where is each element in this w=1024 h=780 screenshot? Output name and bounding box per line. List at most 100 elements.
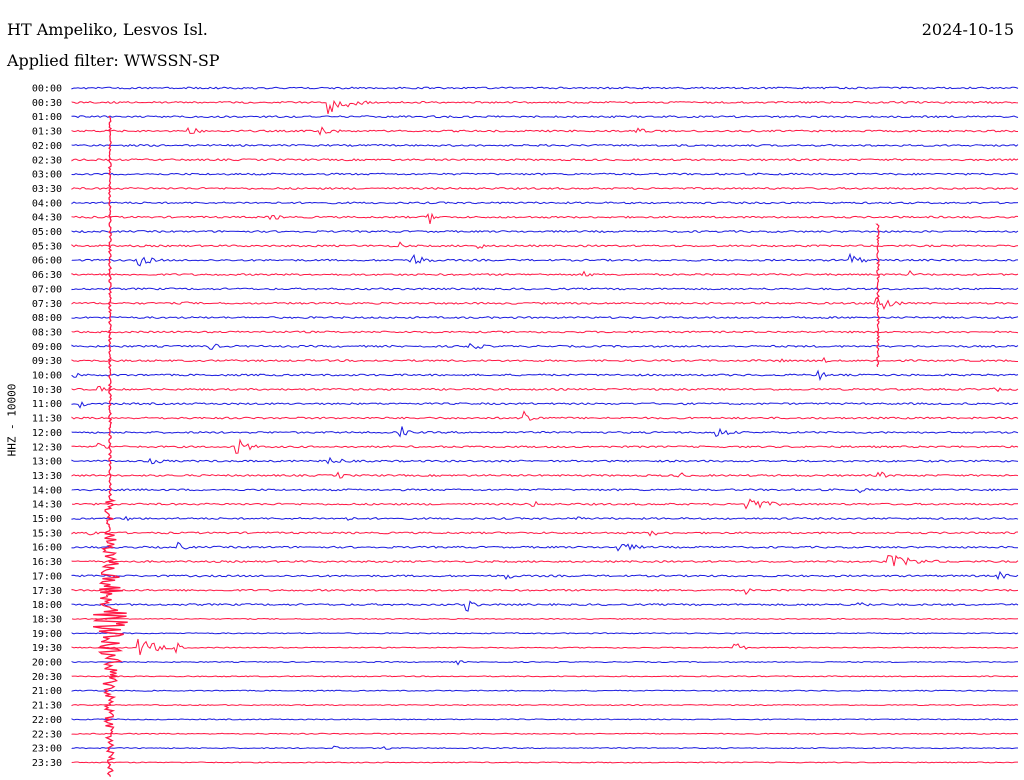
time-tick-label: 10:30 [32, 385, 62, 396]
time-tick-label: 23:30 [32, 758, 62, 769]
time-tick-label: 11:00 [32, 399, 62, 410]
time-tick-label: 03:00 [32, 170, 62, 181]
trace-line [71, 660, 1019, 666]
time-tick-label: 11:30 [32, 414, 62, 425]
trace-line [71, 369, 1019, 381]
time-tick-label: 20:00 [32, 658, 62, 669]
time-tick-label: 16:00 [32, 543, 62, 554]
time-tick-label: 05:30 [32, 241, 62, 252]
trace-line [71, 689, 1019, 692]
time-tick-label: 04:00 [32, 198, 62, 209]
large-event-trace [92, 116, 128, 777]
trace-line [71, 638, 1018, 656]
trace-line [71, 229, 1019, 234]
trace-line [71, 745, 1018, 750]
trace-line [71, 554, 1019, 567]
time-tick-label: 17:30 [32, 586, 62, 597]
time-tick-label: 02:00 [32, 141, 62, 152]
time-tick-label: 01:00 [32, 112, 62, 123]
time-tick-label: 06:30 [32, 270, 62, 281]
trace-line [71, 617, 1019, 620]
time-tick-label: 23:00 [32, 744, 62, 755]
trace-line [71, 632, 1019, 635]
time-tick-label: 09:00 [32, 342, 62, 353]
time-tick-label: 05:00 [32, 227, 62, 238]
time-tick-label: 14:30 [32, 500, 62, 511]
time-tick-label: 15:00 [32, 514, 62, 525]
trace-line [71, 426, 1019, 438]
time-tick-label: 10:00 [32, 371, 62, 382]
station-title: HT Ampeliko, Lesvos Isl. [7, 20, 208, 39]
trace-line [71, 471, 1019, 479]
trace-line [71, 297, 1019, 311]
time-tick-label: 21:30 [32, 701, 62, 712]
trace-line [71, 86, 1019, 90]
trace-line [71, 456, 1019, 465]
time-tick-label: 00:00 [32, 84, 62, 95]
spike-trace [875, 223, 881, 367]
trace-line [71, 342, 1019, 350]
time-tick-label: 12:00 [32, 428, 62, 439]
trace-line [71, 115, 1019, 119]
trace-line [71, 718, 1019, 721]
time-tick-label: 03:30 [32, 184, 62, 195]
trace-line [71, 410, 1019, 421]
time-tick-label: 18:30 [32, 614, 62, 625]
time-tick-label: 21:00 [32, 686, 62, 697]
time-tick-label: 15:30 [32, 528, 62, 539]
trace-line [71, 401, 1019, 409]
time-tick-label: 07:00 [32, 284, 62, 295]
time-tick-label: 01:30 [32, 127, 62, 138]
time-tick-label: 07:30 [32, 299, 62, 310]
trace-line [71, 498, 1019, 510]
trace-line [71, 287, 1019, 291]
trace-line [71, 515, 1019, 522]
trace-line [71, 761, 1018, 764]
trace-line [71, 172, 1019, 176]
trace-line [71, 186, 1019, 190]
trace-line [71, 570, 1019, 581]
trace-line [71, 530, 1019, 537]
trace-line [71, 269, 1019, 277]
trace-line [71, 99, 1019, 115]
trace-line [71, 143, 1019, 147]
trace-line [71, 732, 1019, 735]
time-tick-label: 18:00 [32, 600, 62, 611]
trace-line [71, 316, 1019, 320]
time-tick-label: 09:30 [32, 356, 62, 367]
trace-line [71, 675, 1019, 678]
time-tick-label: 19:30 [32, 643, 62, 654]
trace-line [71, 356, 1018, 363]
time-tick-label: 20:30 [32, 672, 62, 683]
trace-line [71, 438, 1019, 454]
time-tick-label: 12:30 [32, 442, 62, 453]
time-tick-label: 13:30 [32, 471, 62, 482]
trace-line [71, 488, 1019, 494]
trace-line [71, 212, 1019, 225]
time-tick-label: 14:00 [32, 485, 62, 496]
time-tick-label: 22:00 [32, 715, 62, 726]
time-tick-label: 00:30 [32, 98, 62, 109]
trace-line [71, 330, 1019, 334]
trace-line [71, 252, 1018, 267]
trace-line [71, 385, 1019, 393]
trace-line [71, 201, 1019, 205]
time-tick-label: 04:30 [32, 213, 62, 224]
trace-line [71, 541, 1019, 552]
time-tick-label: 22:30 [32, 729, 62, 740]
date-label: 2024-10-15 [921, 20, 1014, 39]
trace-line [71, 126, 1018, 136]
filter-label: Applied filter: WWSSN-SP [7, 51, 220, 70]
time-tick-label: 08:00 [32, 313, 62, 324]
trace-line [71, 588, 1019, 596]
time-tick-label: 13:00 [32, 457, 62, 468]
time-tick-label: 06:00 [32, 256, 62, 267]
time-tick-label: 02:30 [32, 155, 62, 166]
trace-line [71, 158, 1019, 162]
time-tick-label: 16:30 [32, 557, 62, 568]
time-tick-label: 19:00 [32, 629, 62, 640]
trace-line [71, 241, 1019, 249]
time-tick-label: 17:00 [32, 571, 62, 582]
trace-line [71, 600, 1019, 612]
